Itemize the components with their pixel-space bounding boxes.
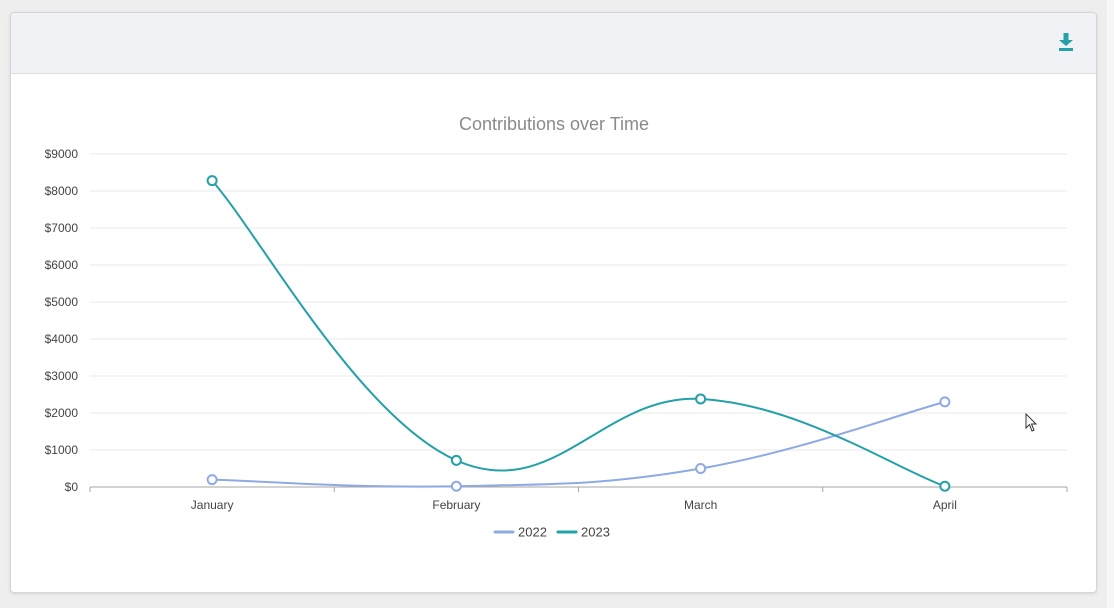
mouse-cursor-icon bbox=[1025, 413, 1038, 432]
x-tick-label: February bbox=[432, 498, 480, 512]
y-tick-label: $7000 bbox=[45, 221, 79, 235]
download-icon bbox=[1059, 33, 1073, 51]
window-edge bbox=[1107, 0, 1114, 608]
data-point-2022 bbox=[206, 474, 218, 486]
series-line-2023 bbox=[211, 179, 946, 488]
y-tick-label: $4000 bbox=[45, 332, 79, 346]
y-tick-label: $9000 bbox=[45, 147, 79, 161]
y-tick-label: $0 bbox=[65, 480, 79, 494]
grid bbox=[90, 153, 1067, 451]
x-tick-label: April bbox=[933, 498, 957, 512]
data-point-2022 bbox=[939, 396, 951, 408]
y-tick-label: $1000 bbox=[45, 443, 79, 457]
data-point-2023 bbox=[939, 480, 951, 492]
x-tick-label: March bbox=[684, 498, 717, 512]
data-point-2022 bbox=[450, 480, 462, 492]
x-tick-label: January bbox=[191, 498, 234, 512]
data-point-2023 bbox=[450, 454, 462, 466]
chart-card: Contributions over Time $0 $1000 $2000 $300… bbox=[10, 12, 1097, 593]
y-tick-label: $2000 bbox=[45, 406, 79, 420]
legend: 2022 2023 bbox=[493, 525, 610, 540]
download-button[interactable] bbox=[1056, 31, 1076, 53]
data-point-2023 bbox=[695, 393, 707, 405]
y-tick-label: $6000 bbox=[45, 258, 79, 272]
series-line-2022 bbox=[212, 400, 946, 488]
data-point-2022 bbox=[695, 463, 707, 474]
chart-title: Contributions over Time bbox=[459, 114, 649, 134]
y-tick-label: $3000 bbox=[45, 369, 79, 383]
series bbox=[206, 175, 951, 492]
legend-label-2023: 2023 bbox=[581, 525, 610, 540]
axes: $0 $1000 $2000 $3000 $4000 $5000 $6000 $7000 $80… bbox=[45, 147, 1068, 512]
y-tick-label: $8000 bbox=[45, 184, 79, 198]
line-chart: Contributions over Time $0 $1000 $2000 $300… bbox=[45, 114, 1068, 540]
y-tick-label: $5000 bbox=[45, 295, 79, 309]
card-header bbox=[11, 13, 1096, 74]
data-point-2023 bbox=[206, 175, 218, 187]
legend-label-2022: 2022 bbox=[518, 525, 547, 540]
